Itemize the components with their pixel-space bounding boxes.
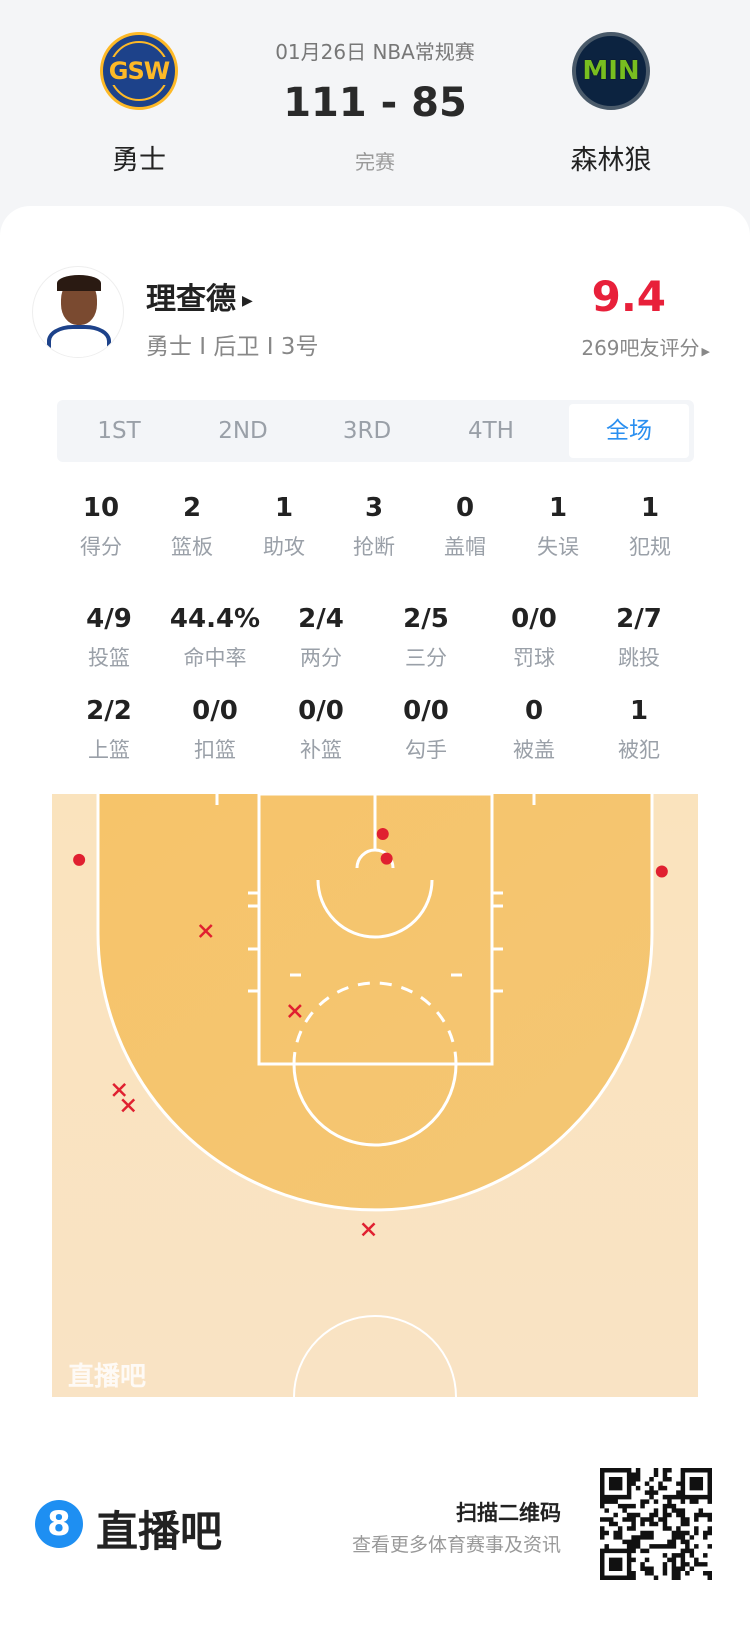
restricted-area [316, 879, 434, 939]
stat-label: 抢断 [353, 535, 395, 559]
stat-value: 2/4 [298, 604, 344, 634]
scan-subtitle: 查看更多体育赛事及资讯 [351, 1534, 561, 1556]
shot-made-marker [655, 865, 668, 878]
stat-value: 2/7 [616, 604, 662, 634]
free-throw-circle-lower [292, 1063, 458, 1147]
stat-value: 1 [629, 696, 649, 726]
stat-label: 罚球 [513, 646, 555, 670]
stat-value: 4/9 [86, 604, 132, 634]
player-name: 理查德 [146, 282, 236, 317]
court-watermark: 直播吧 [68, 1362, 146, 1392]
center-circle [293, 1315, 457, 1398]
home-team-logo: GSW [100, 32, 178, 110]
stat-label: 篮板 [171, 535, 213, 559]
rating-count-link[interactable]: 269吧友评分 ▶ [581, 336, 710, 360]
stat-label: 命中率 [183, 646, 247, 670]
stat-value: 1 [548, 493, 568, 523]
stat-value: 10 [82, 493, 120, 523]
stat-label: 被犯 [618, 738, 660, 762]
match-status: 完赛 [355, 150, 395, 174]
stat-value: 0/0 [511, 604, 557, 634]
stat-value: 2/2 [86, 696, 132, 726]
stat-label: 犯规 [629, 535, 671, 559]
period-tabs: 1ST 2ND 3RD 4TH 全场 [57, 400, 694, 462]
stat-label: 两分 [300, 646, 342, 670]
away-team-name: 森林狼 [570, 145, 652, 176]
shot-missed-marker [288, 1004, 302, 1018]
brand-name: 直播吧 [96, 1507, 223, 1556]
three-point-area [98, 794, 652, 1210]
stat-label: 勾手 [405, 738, 447, 762]
stat-value: 44.4% [169, 604, 261, 634]
stat-label: 失误 [537, 535, 579, 559]
match-date-league: 01月26日 NBA常规赛 [275, 40, 475, 64]
shot-missed-marker [121, 1098, 136, 1113]
stat-value: 2/5 [403, 604, 449, 634]
stat-label: 跳投 [618, 646, 660, 670]
tab-4th[interactable]: 4TH [468, 418, 514, 444]
stat-label: 盖帽 [444, 535, 486, 559]
shot-made-marker [376, 828, 389, 841]
home-team-name: 勇士 [112, 145, 166, 176]
stat-label: 上篮 [88, 738, 130, 762]
tab-full-game[interactable]: 全场 [569, 404, 689, 458]
stat-label: 得分 [80, 535, 122, 559]
stat-label: 助攻 [263, 535, 305, 559]
caret-right-icon: ▶ [701, 345, 710, 358]
stat-value: 1 [640, 493, 660, 523]
shot-missed-marker [112, 1082, 127, 1097]
stat-label: 投篮 [88, 646, 130, 670]
stat-value: 2 [182, 493, 202, 523]
tab-1st[interactable]: 1ST [97, 418, 141, 444]
stat-label: 补篮 [300, 738, 342, 762]
stat-label: 三分 [405, 646, 447, 670]
shot-made-marker [380, 852, 393, 865]
shot-missed-marker [361, 1222, 376, 1237]
shot-made-marker [73, 853, 86, 866]
brand-logo-icon: 8 [35, 1500, 83, 1548]
caret-right-icon: ▶ [242, 292, 253, 309]
qr-code[interactable] [600, 1468, 712, 1580]
away-team-logo: MIN [572, 32, 650, 110]
stat-value: 3 [364, 493, 384, 523]
player-info: 勇士 I 后卫 I 3号 [146, 334, 319, 360]
stat-value: 0/0 [403, 696, 449, 726]
stat-value: 0/0 [192, 696, 238, 726]
player-avatar[interactable] [32, 266, 124, 358]
player-rating: 9.4 [591, 272, 666, 321]
stat-value: 0 [455, 493, 475, 523]
stat-value: 0/0 [298, 696, 344, 726]
tab-2nd[interactable]: 2ND [218, 418, 268, 444]
stat-label: 扣篮 [194, 738, 236, 762]
stat-value: 1 [274, 493, 294, 523]
stat-label: 被盖 [513, 738, 555, 762]
shot-missed-marker [198, 924, 213, 938]
stat-value: 0 [524, 696, 544, 726]
match-score: 111 - 85 [283, 80, 467, 126]
scan-title: 扫描二维码 [456, 1501, 561, 1525]
player-name-link[interactable]: 理查德 ▶ [146, 274, 253, 318]
tab-3rd[interactable]: 3RD [342, 418, 392, 444]
three-point-line [96, 794, 654, 1212]
